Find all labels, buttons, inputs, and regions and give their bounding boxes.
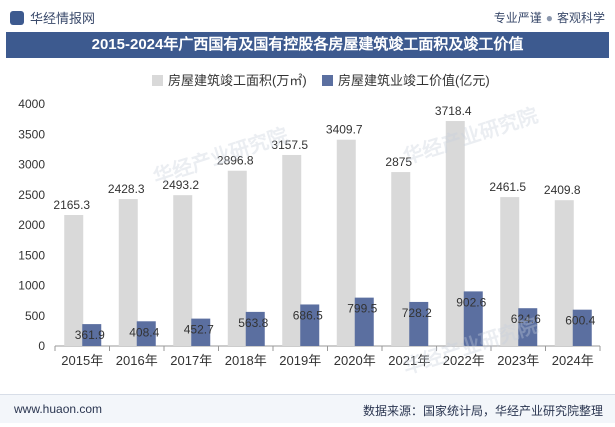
data-label-area: 2165.3 bbox=[53, 198, 90, 212]
slogan: 专业严谨 ● 客观科学 bbox=[494, 9, 605, 26]
data-label-area: 2461.5 bbox=[489, 180, 526, 194]
data-label-value: 799.5 bbox=[347, 302, 377, 316]
data-label-area: 3409.7 bbox=[326, 123, 363, 137]
bar-area bbox=[118, 199, 138, 346]
bar-area bbox=[391, 172, 411, 346]
brand-name: 华经情报网 bbox=[30, 11, 96, 26]
slogan-left: 专业严谨 bbox=[493, 11, 542, 25]
slogan-right: 客观科学 bbox=[556, 11, 605, 25]
bar-value bbox=[354, 297, 374, 346]
bar-area bbox=[500, 197, 520, 346]
bar-chart: 房屋建筑竣工面积(万㎡) 房屋建筑业竣工价值(亿元) 0 500 1000 1500 200… bbox=[18, 73, 601, 368]
y-tick-label: 4000 bbox=[18, 97, 45, 111]
x-tick-label: 2019年 bbox=[279, 353, 321, 368]
data-label-value: 624.6 bbox=[511, 312, 541, 326]
top-bar: 华经情报网 专业严谨 ● 客观科学 bbox=[0, 0, 615, 32]
data-label-value: 728.2 bbox=[402, 306, 432, 320]
x-tick-label: 2020年 bbox=[334, 353, 376, 368]
bar-area bbox=[554, 200, 574, 346]
bar-area bbox=[282, 154, 302, 346]
y-tick-label: 0 bbox=[38, 339, 45, 353]
data-label-value: 452.7 bbox=[184, 323, 214, 337]
x-tick-label: 2015年 bbox=[61, 353, 103, 368]
data-label-area: 2409.8 bbox=[544, 183, 581, 197]
bar-value bbox=[245, 311, 265, 346]
data-label-value: 563.8 bbox=[238, 316, 268, 330]
y-tick-label: 1000 bbox=[18, 279, 45, 293]
bar-value bbox=[409, 301, 429, 346]
data-label-area: 2493.2 bbox=[162, 178, 199, 192]
legend-swatch bbox=[152, 75, 163, 86]
data-label-value: 902.6 bbox=[456, 295, 486, 309]
bar-area bbox=[64, 214, 84, 346]
y-tick-label: 3000 bbox=[18, 158, 45, 172]
bar-area bbox=[173, 195, 193, 346]
bar-value bbox=[463, 291, 483, 346]
y-tick-label: 500 bbox=[25, 309, 45, 323]
footer-source: 数据来源：国家统计局，华经产业研究院整理 bbox=[362, 404, 603, 418]
legend-label: 房屋建筑竣工面积(万㎡) bbox=[168, 73, 307, 88]
x-tick-label: 2016年 bbox=[116, 353, 158, 368]
slogan-separator: ● bbox=[545, 11, 553, 25]
y-tick-label: 1500 bbox=[18, 248, 45, 262]
y-tick-label: 3500 bbox=[18, 127, 45, 141]
bar-area bbox=[336, 139, 356, 346]
bar-area bbox=[227, 170, 247, 346]
data-label-value: 408.4 bbox=[129, 325, 159, 339]
x-tick-label: 2017年 bbox=[170, 353, 212, 368]
data-label-area: 3718.4 bbox=[435, 104, 472, 118]
data-label-value: 686.5 bbox=[293, 308, 323, 322]
data-label-area: 2428.3 bbox=[108, 182, 145, 196]
footer-url[interactable]: www.huaon.com bbox=[14, 402, 103, 416]
bar-value bbox=[518, 308, 538, 346]
chart-title: 2015-2024年广西国有及国有控股各房屋建筑竣工面积及竣工价值 bbox=[6, 32, 609, 58]
data-label-area: 3157.5 bbox=[271, 138, 308, 152]
y-tick-label: 2500 bbox=[18, 188, 45, 202]
bar-value bbox=[300, 304, 320, 346]
x-tick-label: 2018年 bbox=[225, 353, 267, 368]
brand[interactable]: 华经情报网 bbox=[10, 8, 95, 27]
x-tick-label: 2023年 bbox=[497, 353, 539, 368]
x-tick-label: 2024年 bbox=[552, 353, 594, 368]
data-label-value: 600.4 bbox=[565, 314, 595, 328]
bar-area bbox=[445, 121, 465, 346]
bar-value bbox=[136, 321, 156, 346]
bar-value bbox=[572, 309, 592, 346]
footer: www.huaon.com 数据来源：国家统计局，华经产业研究院整理 bbox=[0, 394, 615, 423]
data-label-area: 2875 bbox=[385, 155, 412, 169]
x-tick-label: 2022年 bbox=[443, 353, 485, 368]
brand-logo-icon bbox=[10, 11, 24, 25]
bar-value bbox=[82, 324, 102, 346]
bar-value bbox=[191, 318, 211, 346]
data-label-value: 361.9 bbox=[75, 328, 105, 342]
legend-label: 房屋建筑业竣工价值(亿元) bbox=[338, 73, 490, 88]
legend-swatch bbox=[322, 75, 333, 86]
data-label-area: 2896.8 bbox=[217, 154, 254, 168]
x-tick-label: 2021年 bbox=[388, 353, 430, 368]
y-tick-label: 2000 bbox=[18, 218, 45, 232]
